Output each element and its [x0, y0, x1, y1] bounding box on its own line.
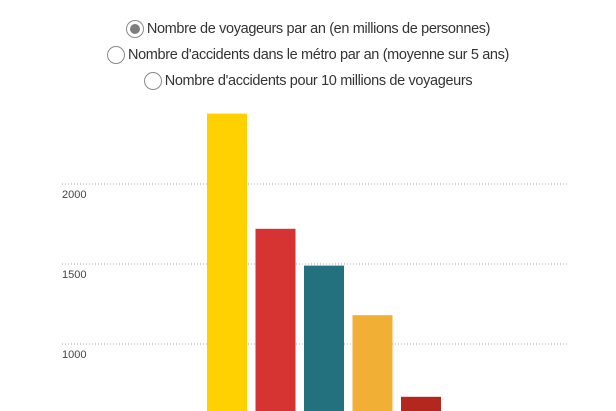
option-accidents-label: Nombre d'accidents dans le métro par an … [127, 47, 510, 63]
y-tick-label-2000: 2000 [62, 189, 86, 201]
bar-4[interactable] [352, 315, 393, 411]
y-tick-label-1000: 1000 [62, 349, 86, 361]
radio-button-accidents-ratio[interactable] [143, 72, 162, 90]
y-tick-label-1500: 1500 [62, 269, 86, 281]
bar-5[interactable] [401, 396, 441, 411]
bars [207, 113, 441, 411]
option-accidents-ratio[interactable]: Nombre d'accidents pour 10 millions de v… [0, 68, 616, 94]
bar-1[interactable] [207, 113, 247, 411]
bar-3[interactable] [304, 265, 344, 411]
dataset-radio-group: Nombre de voyageurs par an (en millions … [0, 16, 616, 94]
bar-2[interactable] [255, 228, 296, 411]
option-accidents[interactable]: Nombre d'accidents dans le métro par an … [0, 42, 616, 68]
radio-button-voyageurs[interactable] [125, 20, 144, 38]
option-accidents-ratio-label: Nombre d'accidents pour 10 millions de v… [164, 73, 473, 89]
option-voyageurs[interactable]: Nombre de voyageurs par an (en millions … [0, 16, 616, 42]
radio-button-accidents[interactable] [106, 46, 125, 64]
option-voyageurs-label: Nombre de voyageurs par an (en millions … [146, 21, 491, 37]
